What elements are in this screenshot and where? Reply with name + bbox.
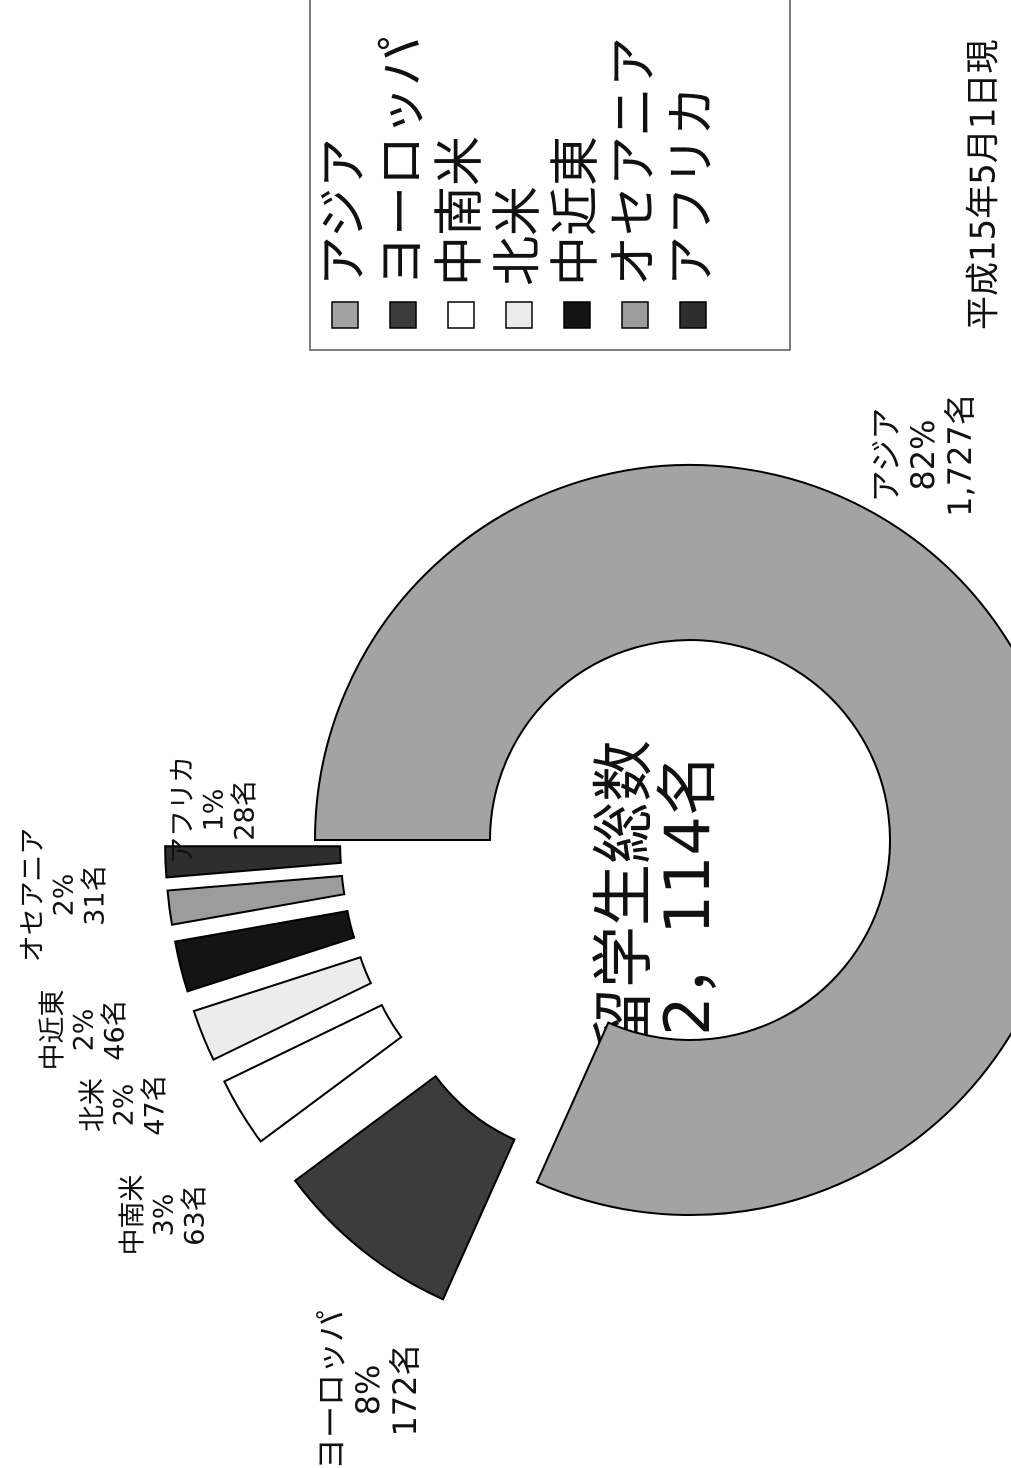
legend-label: 中近東 — [547, 136, 605, 286]
donut-slice — [174, 909, 356, 993]
slice-label: 中近東 — [37, 990, 68, 1071]
slice-value: 1,727名 — [941, 393, 979, 517]
slice-percent: 2% — [69, 1009, 100, 1052]
slice-value: 46名 — [100, 999, 131, 1060]
slice-label: アジア — [867, 408, 905, 503]
donut-slice — [313, 464, 1011, 1216]
slice-percent: 1% — [199, 789, 230, 832]
slice-value: 47名 — [140, 1074, 171, 1135]
donut-slice — [192, 956, 373, 1061]
slice-percent: 2% — [109, 1084, 140, 1127]
legend-label: アフリカ — [663, 86, 721, 286]
slice-label: アフリカ — [167, 756, 198, 864]
legend-box — [309, 0, 791, 351]
center-title: 留学生総数 — [587, 740, 660, 1050]
slice-percent: 3% — [149, 1194, 180, 1237]
legend-swatch — [679, 301, 707, 329]
center-value: 2，114名 — [651, 754, 724, 1036]
slice-value: 31名 — [80, 864, 111, 925]
slice-percent: 2% — [49, 874, 80, 917]
legend-label: アジア — [315, 138, 373, 286]
legend-swatch — [621, 301, 649, 329]
donut-slice — [166, 874, 346, 926]
slice-label: オセアニア — [17, 828, 48, 962]
donut-slice — [223, 1003, 403, 1143]
legend-swatch — [505, 301, 533, 329]
legend-label: オセアニア — [605, 37, 663, 286]
slice-label: 北米 — [77, 1078, 108, 1132]
donut-slice — [164, 845, 342, 879]
slice-percent: 82% — [904, 419, 942, 490]
slice-value: 28名 — [230, 779, 261, 840]
slice-label: 中南米 — [117, 1175, 148, 1256]
slice-value: 63名 — [180, 1184, 211, 1245]
legend-label: 北米 — [489, 186, 547, 286]
legend-swatch — [331, 301, 359, 329]
legend-swatch — [563, 301, 591, 329]
slice-value: 172名 — [386, 1343, 424, 1436]
chart-frame: 平成15年5月1日現 留学生総数 2，114名 アジア82%1,727名ヨーロッ… — [17, 0, 1011, 1468]
legend-swatch — [389, 301, 417, 329]
slice-label: ヨーロッパ — [312, 1310, 350, 1468]
legend-label: ヨーロッパ — [373, 36, 431, 286]
legend-swatch — [447, 301, 475, 329]
slice-percent: 8% — [349, 1365, 387, 1416]
legend-label: 中南米 — [431, 136, 489, 286]
donut-slice — [293, 1074, 516, 1301]
chart-title: 平成15年5月1日現 — [964, 39, 1004, 330]
